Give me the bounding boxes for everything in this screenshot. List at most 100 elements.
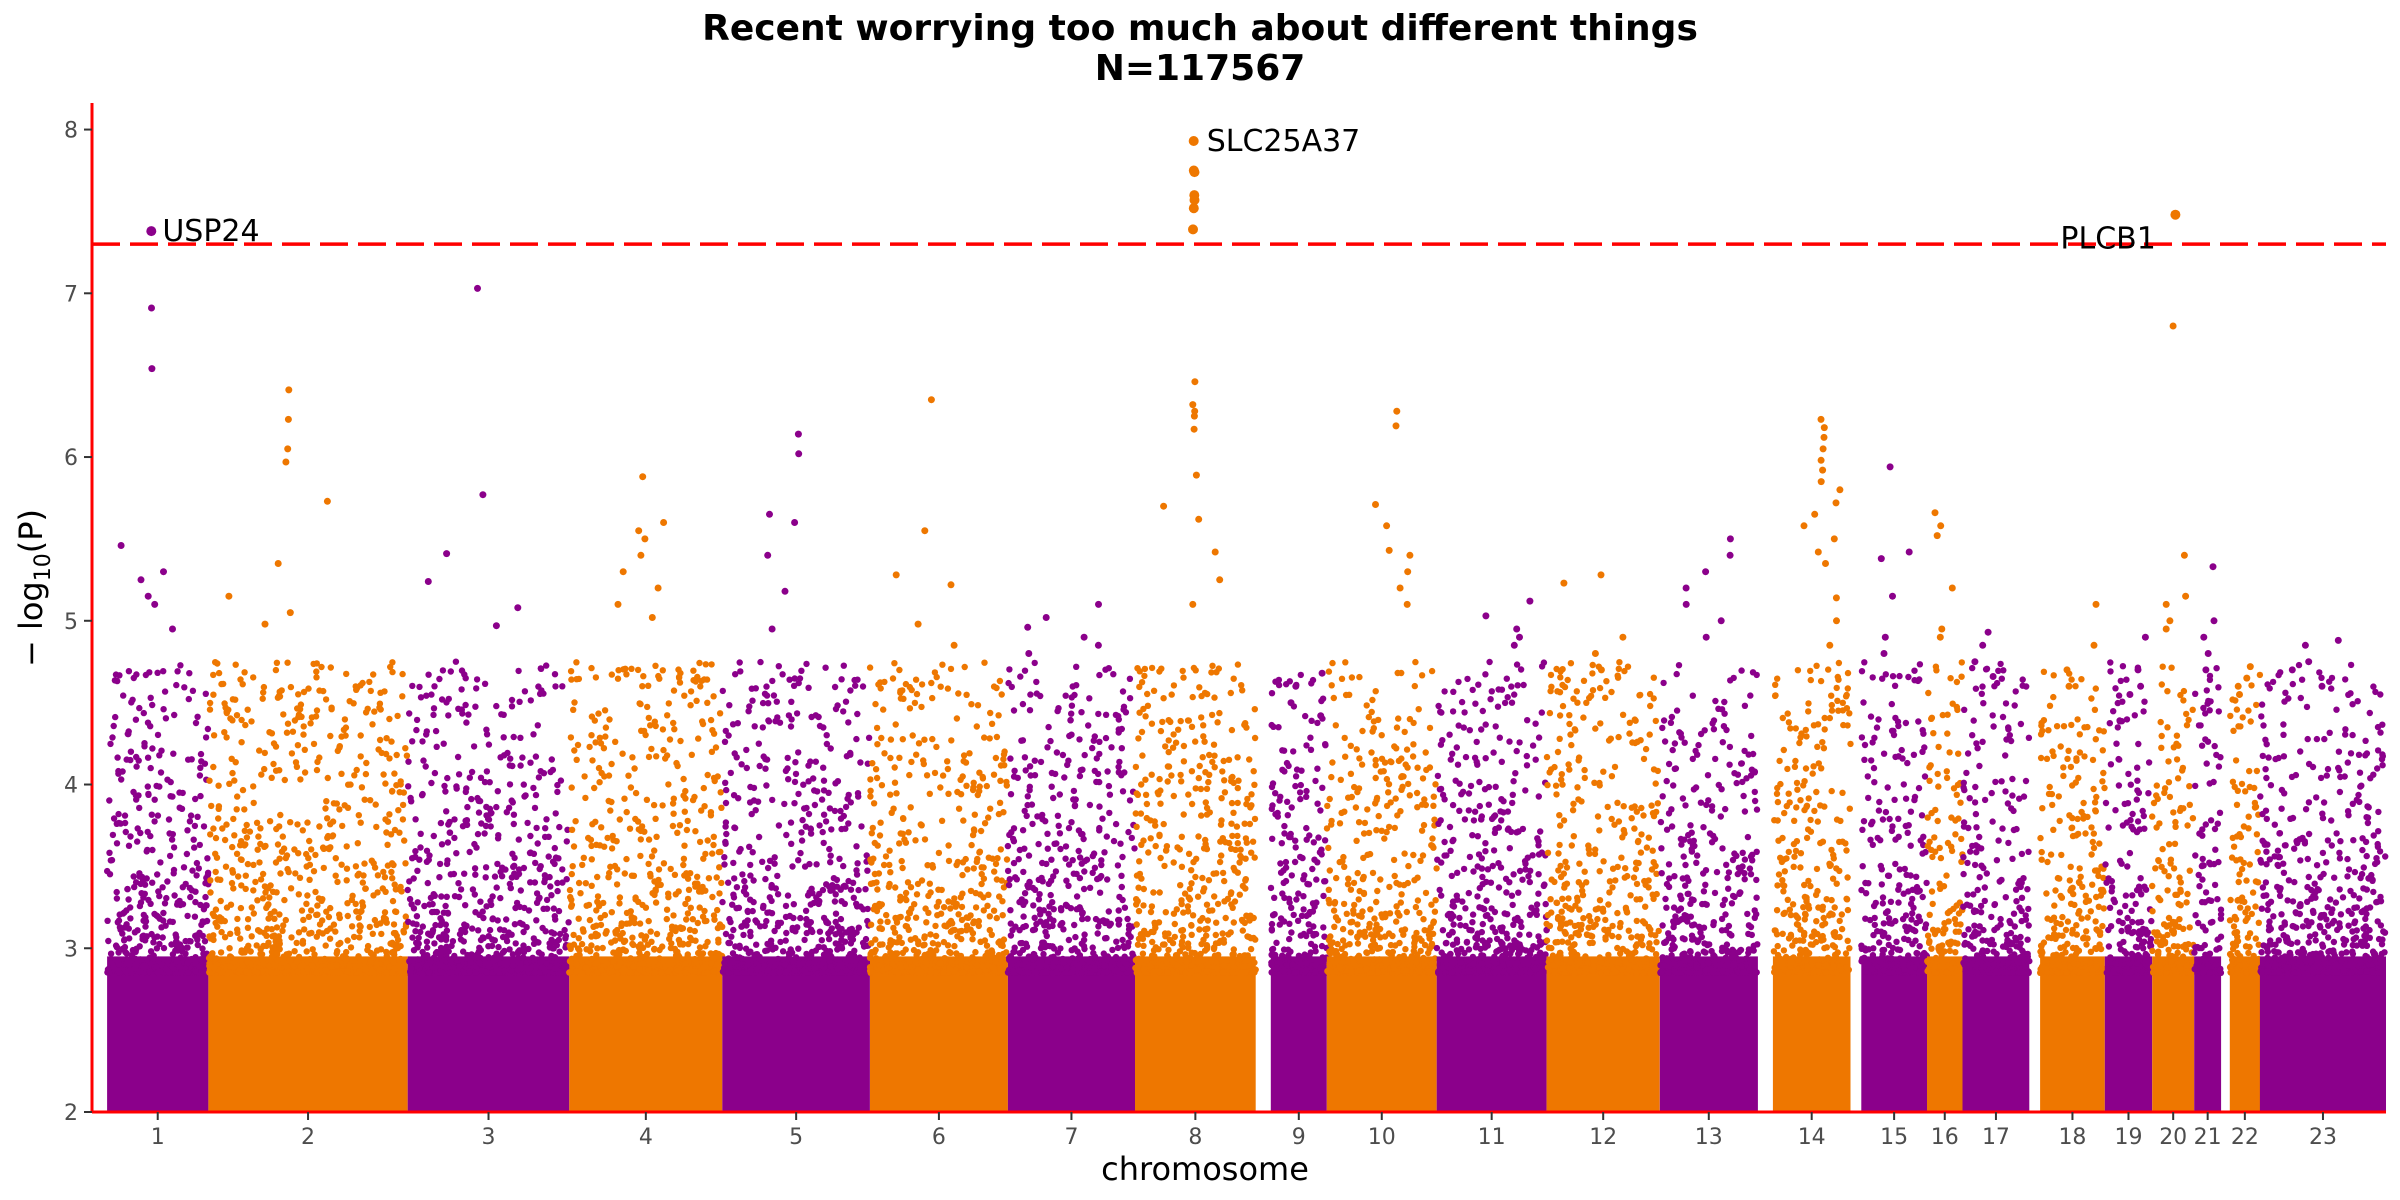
snp-point <box>594 893 602 900</box>
snp-point <box>390 959 397 966</box>
peak-snp-point <box>151 600 159 608</box>
snp-point <box>744 917 751 924</box>
snp-point <box>183 944 191 951</box>
snp-point <box>191 913 199 920</box>
snp-point <box>840 812 847 820</box>
snp-point <box>554 879 561 887</box>
snp-point <box>1141 665 1149 673</box>
snp-point <box>658 969 665 976</box>
snp-point <box>308 929 315 937</box>
snp-point <box>280 922 287 929</box>
snp-point <box>469 925 476 932</box>
snp-point <box>1019 700 1027 708</box>
snp-point <box>763 683 770 690</box>
snp-point <box>891 968 898 975</box>
snp-point <box>487 810 494 817</box>
snp-point <box>355 953 362 960</box>
snp-point <box>431 940 438 947</box>
snp-point <box>1076 772 1084 780</box>
snp-point <box>444 857 451 864</box>
snp-point <box>1020 901 1027 908</box>
snp-point <box>892 721 899 728</box>
snp-point <box>971 811 978 818</box>
snp-point <box>991 868 998 875</box>
peak-snp-point <box>1195 515 1203 523</box>
snp-point <box>377 946 385 953</box>
snp-point <box>639 960 647 967</box>
snp-point <box>144 783 151 790</box>
snp-point <box>707 809 715 816</box>
snp-point <box>237 856 245 863</box>
snp-point <box>801 805 808 812</box>
snp-point <box>1122 709 1130 716</box>
snp-point <box>471 865 479 872</box>
snp-point <box>1023 812 1030 820</box>
snp-point <box>254 969 261 976</box>
snp-point <box>999 898 1006 905</box>
snp-point <box>768 881 775 889</box>
snp-point <box>896 934 903 941</box>
snp-point <box>521 688 529 695</box>
snp-point <box>527 697 534 704</box>
snp-point <box>1119 896 1126 904</box>
snp-point <box>168 941 175 948</box>
snp-point <box>285 868 292 876</box>
snp-point <box>1204 690 1211 698</box>
snp-point <box>470 743 478 750</box>
snp-point <box>966 750 973 757</box>
snp-point <box>755 833 763 841</box>
snp-point <box>732 943 739 950</box>
snp-point <box>1040 950 1047 958</box>
snp-point <box>795 749 802 756</box>
snp-point <box>795 857 802 864</box>
snp-point <box>944 765 952 773</box>
snp-point <box>997 846 1004 853</box>
snp-point <box>509 799 516 806</box>
snp-point <box>932 932 940 940</box>
snp-point <box>525 907 533 914</box>
snp-point <box>832 891 839 898</box>
snp-point <box>774 955 782 963</box>
snp-point <box>873 879 880 886</box>
snp-point <box>1104 768 1111 775</box>
snp-point <box>383 829 390 836</box>
snp-point <box>236 966 244 974</box>
snp-point <box>704 938 711 946</box>
snp-point <box>936 960 944 967</box>
snp-point <box>623 855 630 863</box>
snp-point <box>828 826 835 833</box>
snp-point <box>176 789 183 796</box>
snp-point <box>634 818 642 825</box>
snp-point <box>483 731 491 738</box>
snp-point <box>1186 885 1194 893</box>
snp-point <box>153 945 161 952</box>
snp-point <box>1113 938 1120 945</box>
snp-point <box>491 873 499 880</box>
snp-point <box>270 760 277 768</box>
snp-point <box>1042 919 1050 926</box>
snp-point <box>154 669 161 676</box>
chromosome-3-points <box>404 284 572 1112</box>
snp-point <box>853 900 860 907</box>
snp-point <box>505 929 512 936</box>
snp-point <box>1100 950 1108 957</box>
snp-point <box>762 875 769 883</box>
peak-snp-point <box>768 625 776 633</box>
snp-point <box>878 734 885 742</box>
snp-point <box>967 887 975 895</box>
snp-point <box>449 969 456 976</box>
snp-point <box>425 969 433 976</box>
snp-point <box>1290 748 1297 755</box>
snp-point <box>1222 914 1229 922</box>
snp-point <box>1045 880 1053 888</box>
snp-point <box>1015 967 1023 974</box>
snp-point <box>784 892 792 899</box>
snp-point <box>710 693 717 700</box>
snp-point <box>1195 774 1203 782</box>
snp-point <box>1234 754 1241 761</box>
snp-point <box>908 686 915 694</box>
snp-point <box>431 769 439 777</box>
snp-point <box>180 864 188 871</box>
snp-point <box>1243 724 1250 731</box>
